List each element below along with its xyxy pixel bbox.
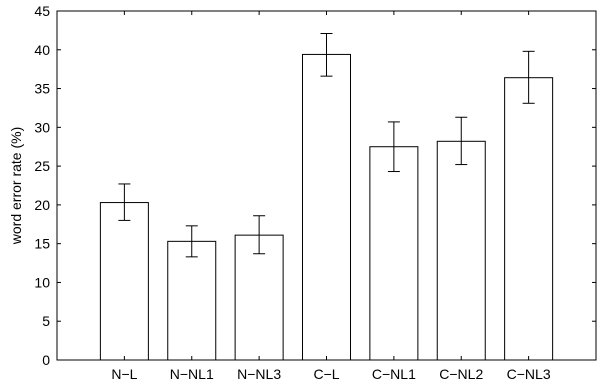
bar-6 (504, 77, 554, 361)
bar-3 (302, 53, 351, 361)
y-tick-label-6: 30 (34, 119, 50, 135)
x-tick-label-6: C−NL3 (507, 366, 551, 382)
y-axis-ticks: 0 5 10 15 20 25 30 35 40 45 (34, 3, 596, 368)
y-tick-label-8: 40 (34, 42, 50, 58)
x-tick-label-2: N−NL3 (237, 366, 281, 382)
x-tick-label-5: C−NL2 (439, 366, 483, 382)
error-bars-layer (118, 32, 535, 258)
y-tick-label-0: 0 (42, 352, 50, 368)
y-tick-label-7: 35 (34, 81, 50, 97)
x-tick-label-1: N−NL1 (170, 366, 214, 382)
bar-1 (167, 240, 217, 361)
y-tick-label-4: 20 (34, 197, 50, 213)
bar-0 (99, 202, 149, 361)
y-tick-label-5: 25 (34, 158, 50, 174)
bar-4 (369, 146, 419, 361)
y-tick-label-1: 5 (42, 313, 50, 329)
x-tick-label-4: C−NL1 (372, 366, 416, 382)
bar-5 (436, 140, 486, 361)
y-axis-label: word error rate (%) (8, 127, 24, 245)
bars-layer (99, 53, 554, 361)
bar-2 (234, 234, 284, 361)
x-tick-label-3: C−L (313, 366, 339, 382)
x-axis-ticks: N−L N−NL1 N−NL3 C−L C−NL1 C−NL2 C−NL3 (111, 11, 551, 382)
y-tick-label-2: 10 (34, 274, 50, 290)
y-tick-label-9: 45 (34, 3, 50, 19)
y-tick-label-3: 15 (34, 236, 50, 252)
x-tick-label-0: N−L (111, 366, 137, 382)
